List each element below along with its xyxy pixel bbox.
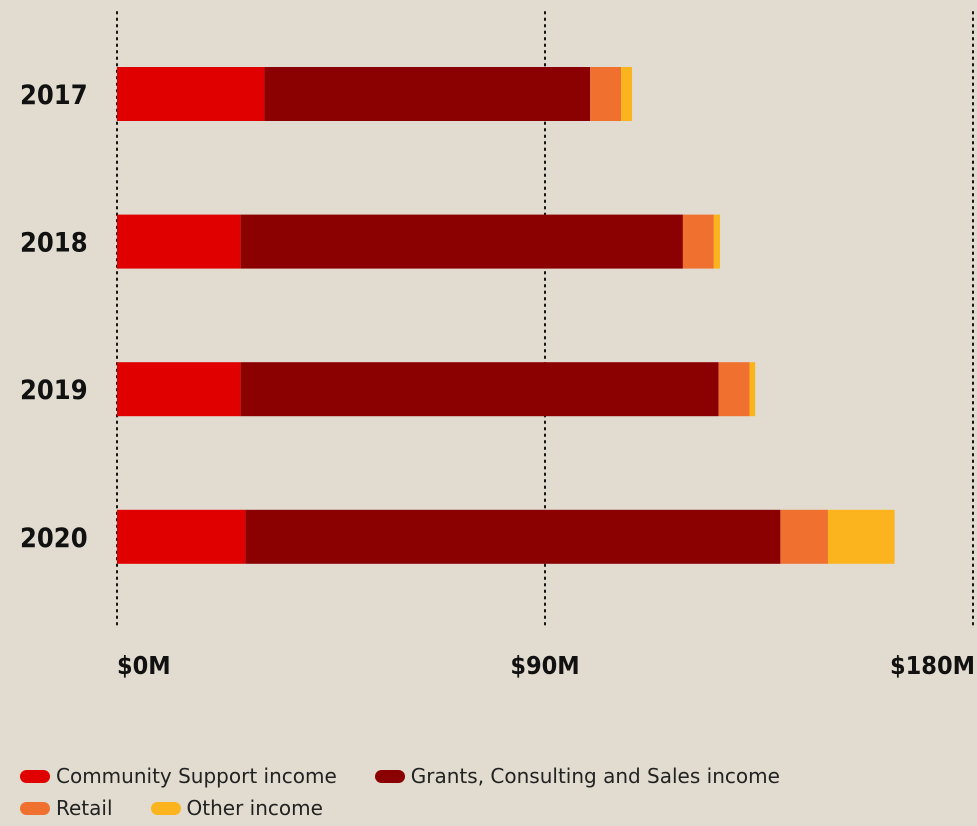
legend-swatch-0 [20, 769, 50, 783]
x-tick-labels: $0M $90M $180M [117, 651, 975, 680]
bar-2018-3 [713, 214, 721, 269]
category-label-2017: 2017 [20, 80, 88, 111]
x-tick-label-2: $180M [890, 651, 975, 680]
category-labels: 2017 2018 2019 2020 [20, 80, 88, 554]
bar-2017-3 [621, 67, 633, 121]
x-tick-label-0: $0M [117, 651, 171, 680]
legend-swatch-1 [374, 769, 405, 783]
bar-2018-0 [117, 214, 241, 269]
bar-2020-1 [245, 509, 781, 564]
legend-item-3: Other income [150, 796, 323, 820]
legend-item-2: Retail [20, 796, 113, 820]
legend-swatch-2 [20, 801, 50, 815]
bar-area [117, 67, 895, 564]
bar-2020-3 [827, 509, 895, 564]
legend-label-2: Retail [56, 796, 113, 820]
bar-2019-2 [718, 362, 750, 417]
bar-2019-0 [117, 362, 241, 417]
legend-label-3: Other income [186, 796, 323, 820]
bar-2018-1 [240, 214, 683, 269]
category-label-2019: 2019 [20, 375, 88, 406]
bar-2020-0 [117, 509, 246, 564]
legend-label-0: Community Support income [56, 764, 337, 788]
category-label-2020: 2020 [20, 523, 88, 554]
bar-2018-2 [682, 214, 714, 269]
legend-row-1: Retail Other income [20, 794, 920, 822]
legend-label-1: Grants, Consulting and Sales income [410, 764, 780, 788]
stacked-bar-chart: 2017 2018 2019 2020 $0M $90M $180M [20, 11, 975, 680]
bar-2017-1 [264, 67, 591, 121]
legend: Community Support income Grants, Consulti… [20, 762, 920, 826]
legend-item-1: Grants, Consulting and Sales income [374, 764, 780, 788]
legend-row-0: Community Support income Grants, Consulti… [20, 762, 920, 790]
bar-2017-0 [117, 67, 265, 121]
legend-swatch-3 [150, 801, 181, 815]
bar-2020-2 [780, 509, 828, 564]
bar-2019-1 [240, 362, 719, 417]
category-label-2018: 2018 [20, 228, 88, 259]
bar-2019-3 [749, 362, 756, 417]
x-tick-label-1: $90M [510, 651, 579, 680]
legend-item-0: Community Support income [20, 764, 337, 788]
bar-2017-2 [590, 67, 622, 121]
